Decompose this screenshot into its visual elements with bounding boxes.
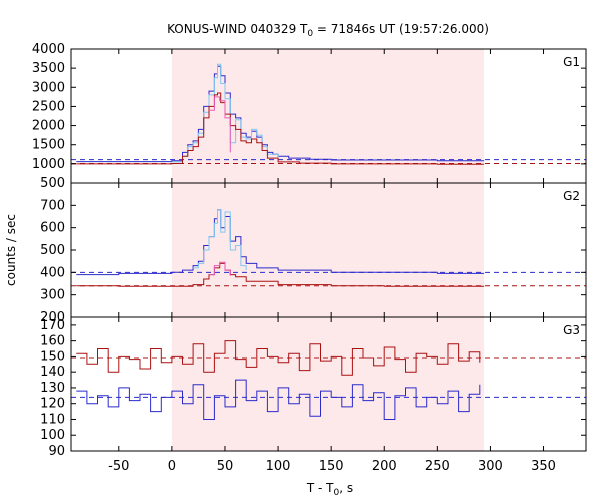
y-axis-label: counts / sec bbox=[4, 214, 18, 286]
y-tick-label: 500 bbox=[40, 176, 65, 191]
series-line-1 bbox=[193, 209, 247, 271]
x-tick-label: -50 bbox=[108, 459, 129, 474]
y-tick-label: 110 bbox=[40, 412, 65, 427]
series-line-0 bbox=[76, 65, 485, 163]
y-tick-label: 300 bbox=[40, 288, 65, 303]
y-tick-label: 3000 bbox=[32, 80, 65, 95]
series-line-1 bbox=[171, 63, 279, 163]
plot-layer: 5001000150020002500300035004000G12003004… bbox=[32, 42, 587, 474]
y-tick-label: 400 bbox=[40, 265, 65, 280]
y-tick-label: 600 bbox=[40, 221, 65, 236]
x-axis-label: T - T0, s bbox=[306, 481, 353, 498]
panel-label-g1: G1 bbox=[563, 55, 580, 69]
series-line-3 bbox=[209, 96, 231, 153]
series-line-0 bbox=[76, 340, 481, 376]
y-tick-label: 700 bbox=[40, 198, 65, 213]
y-tick-label: 140 bbox=[40, 365, 65, 380]
y-tick-label: 2000 bbox=[32, 119, 65, 134]
chart-title: KONUS-WIND 040329 T0 = 71846s UT (19:57:… bbox=[167, 22, 489, 39]
y-tick-label: 100 bbox=[40, 428, 65, 443]
y-tick-label: 90 bbox=[48, 444, 65, 459]
shaded-interval bbox=[171, 49, 485, 183]
x-tick-label: 200 bbox=[372, 459, 397, 474]
y-tick-label: 4000 bbox=[32, 42, 65, 57]
panel-g2: 200 300 400 500 600 700 G2 bbox=[40, 182, 587, 325]
x-tick-label: 150 bbox=[319, 459, 344, 474]
x-tick-labels: -50 0 50 100 150 200 250 300 350 bbox=[108, 459, 556, 474]
x-tick-label: 0 bbox=[168, 459, 176, 474]
series-line-1 bbox=[76, 379, 481, 420]
y-tick-label: 200 bbox=[40, 310, 65, 325]
shaded-interval bbox=[171, 183, 485, 317]
y-tick-label: 2500 bbox=[32, 99, 65, 114]
panel-g1: 500 1000 1500 2000 2500 3000 3500 4000 G1 bbox=[32, 42, 587, 191]
x-tick-label: 50 bbox=[217, 459, 234, 474]
shaded-interval bbox=[171, 317, 485, 451]
panel-label-g3: G3 bbox=[563, 323, 580, 337]
y-tick-label: 130 bbox=[40, 381, 65, 396]
y-tick-label: 500 bbox=[40, 243, 65, 258]
x-tick-label: 350 bbox=[531, 459, 556, 474]
x-tick-label: 100 bbox=[266, 459, 291, 474]
series-line-3 bbox=[209, 261, 231, 276]
x-tick-label: 250 bbox=[425, 459, 450, 474]
x-tick-label: 300 bbox=[478, 459, 503, 474]
panel-frame bbox=[70, 316, 587, 452]
y-tick-label: 170 bbox=[40, 318, 65, 333]
y-tick-label: 1000 bbox=[32, 157, 65, 172]
y-tick-label: 160 bbox=[40, 334, 65, 349]
y-tick-label: 150 bbox=[40, 349, 65, 364]
y-tick-label: 1500 bbox=[32, 138, 65, 153]
y-tick-label: 3500 bbox=[32, 61, 65, 76]
panel-label-g2: G2 bbox=[563, 189, 580, 203]
y-tick-label: 120 bbox=[40, 397, 65, 412]
